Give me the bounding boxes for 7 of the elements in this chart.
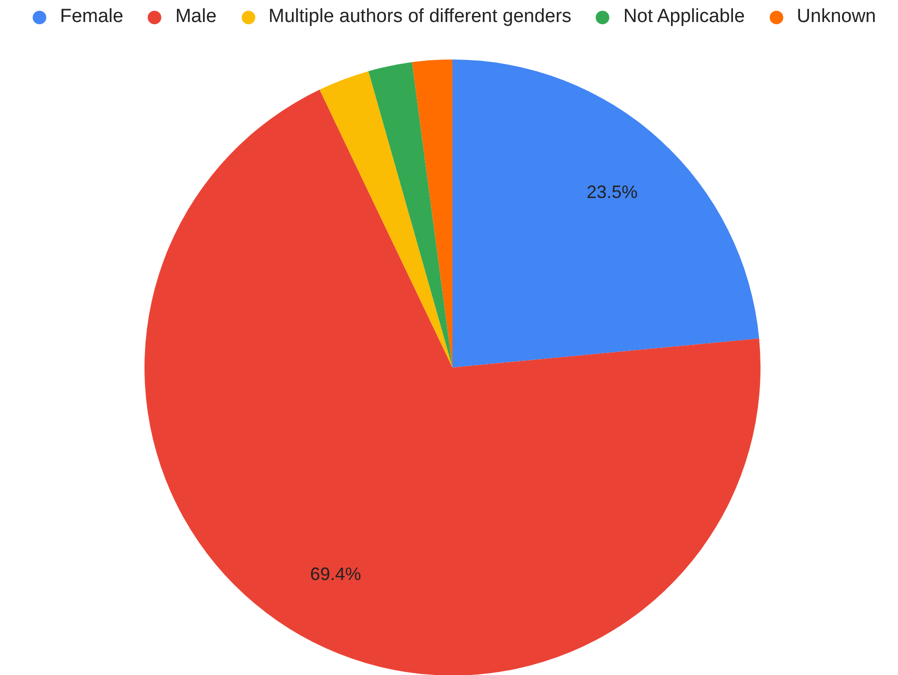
legend-label: Female bbox=[60, 6, 124, 28]
legend-label: Male bbox=[175, 6, 217, 28]
legend-label: Unknown bbox=[796, 6, 876, 28]
data-label: 69.4% bbox=[310, 564, 362, 584]
legend-label: Not Applicable bbox=[623, 6, 745, 28]
data-label: 23.5% bbox=[586, 182, 638, 202]
legend-label: Multiple authors of different genders bbox=[268, 6, 572, 28]
